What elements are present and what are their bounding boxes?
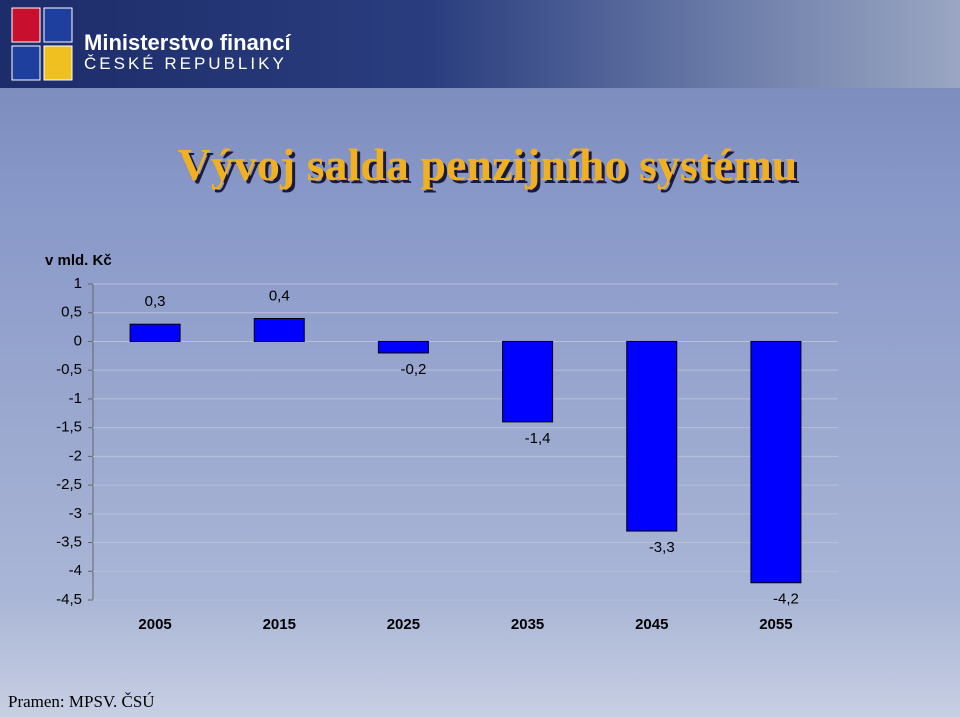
x-tick-label: 2035 [511, 616, 544, 633]
bar [750, 340, 802, 584]
x-tick-label: 2025 [387, 616, 420, 633]
y-tick-label: 1 [74, 275, 82, 292]
value-label: -3,3 [649, 539, 675, 556]
value-label: 0,3 [145, 293, 166, 310]
y-tick-label: -3 [69, 505, 82, 522]
value-label: -4,2 [773, 591, 799, 608]
header-line2: ČESKÉ REPUBLIKY [84, 54, 287, 73]
y-tick-label: 0,5 [61, 304, 82, 321]
value-label: -0,2 [400, 361, 426, 378]
x-tick-label: 2045 [635, 616, 668, 633]
value-label: 0,4 [269, 287, 290, 304]
bar [377, 340, 429, 354]
x-tick-label: 2055 [759, 616, 792, 633]
bar [502, 340, 554, 423]
bar [253, 317, 305, 342]
header-banner: Ministerstvo financí ČESKÉ REPUBLIKY [0, 0, 960, 88]
logo [11, 7, 73, 81]
y-tick-label: -3,5 [56, 534, 82, 551]
source: Pramen: MPSV. ČSÚ [8, 692, 155, 711]
x-tick-label: 2015 [263, 616, 296, 633]
y-tick-label: -4,5 [56, 591, 82, 608]
x-tick-label: 2005 [138, 616, 171, 633]
y-tick-label: -2 [69, 447, 82, 464]
y-tick-label: -1,5 [56, 419, 82, 436]
y-tick-label: -1 [69, 390, 82, 407]
bar [626, 340, 678, 532]
y-axis-label: v mld. Kč [45, 252, 112, 269]
y-tick-label: -0,5 [56, 361, 82, 378]
y-tick-label: 0 [74, 332, 82, 349]
bar [129, 323, 181, 342]
y-tick-label: -2,5 [56, 476, 82, 493]
header-line1: Ministerstvo financí [84, 30, 291, 55]
value-label: -1,4 [525, 430, 551, 447]
y-tick-label: -4 [69, 562, 82, 579]
chart-title: Vývoj salda penzijního systému [177, 139, 798, 190]
